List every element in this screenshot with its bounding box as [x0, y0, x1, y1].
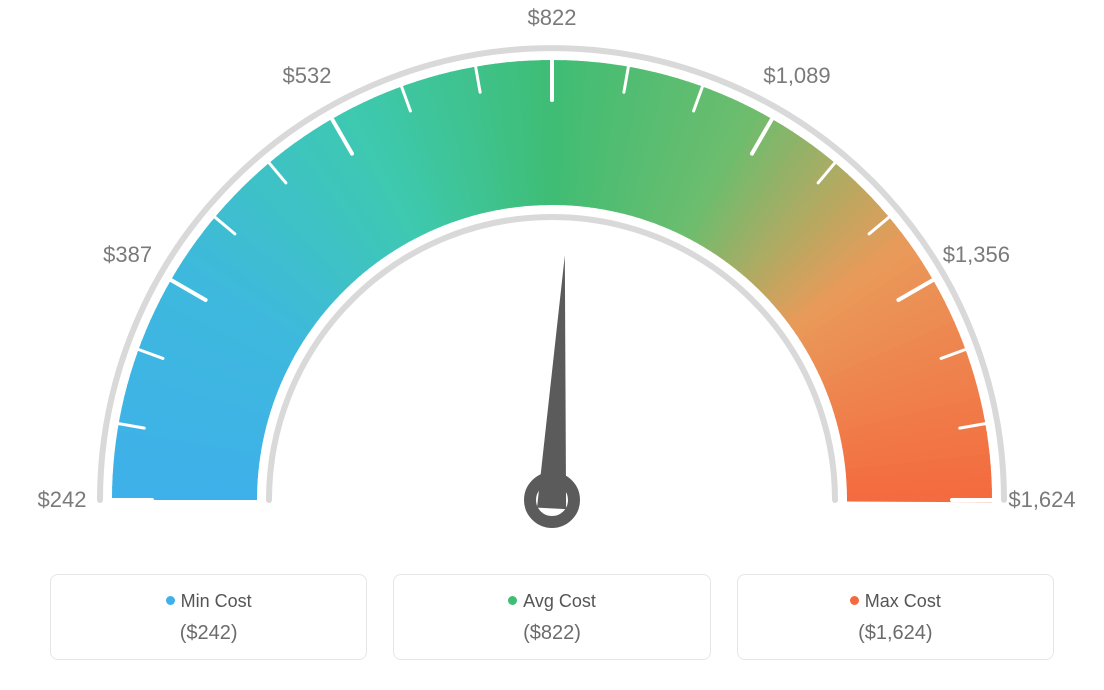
gauge-svg	[0, 0, 1104, 560]
legend-title-avg: Avg Cost	[414, 591, 689, 612]
legend-value-min: ($242)	[71, 622, 346, 645]
gauge-chart: $242 $387 $532 $822 $1,089 $1,356 $1,624	[0, 0, 1104, 560]
tick-label: $532	[283, 63, 332, 89]
legend-title-max: Max Cost	[758, 591, 1033, 612]
legend-card-avg: Avg Cost ($822)	[393, 574, 710, 660]
legend-label-avg: Avg Cost	[523, 591, 596, 611]
legend-label-max: Max Cost	[865, 591, 941, 611]
legend-title-min: Min Cost	[71, 591, 346, 612]
legend-label-min: Min Cost	[181, 591, 252, 611]
legend-card-min: Min Cost ($242)	[50, 574, 367, 660]
tick-label: $1,356	[943, 242, 1010, 268]
tick-label: $387	[103, 242, 152, 268]
legend-value-avg: ($822)	[414, 622, 689, 645]
legend-dot-max	[850, 596, 859, 605]
legend-row: Min Cost ($242) Avg Cost ($822) Max Cost…	[50, 574, 1054, 660]
legend-value-max: ($1,624)	[758, 622, 1033, 645]
legend-dot-avg	[508, 596, 517, 605]
tick-label: $242	[38, 487, 87, 513]
tick-label: $1,624	[1008, 487, 1075, 513]
legend-dot-min	[166, 596, 175, 605]
tick-label: $1,089	[763, 63, 830, 89]
legend-card-max: Max Cost ($1,624)	[737, 574, 1054, 660]
tick-label: $822	[528, 5, 577, 31]
